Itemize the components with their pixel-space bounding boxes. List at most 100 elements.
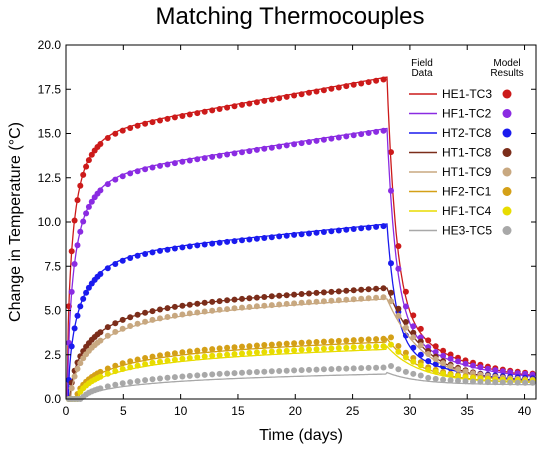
data-point [231, 150, 238, 157]
data-point [149, 249, 156, 256]
data-point [80, 171, 87, 178]
data-point [373, 343, 380, 350]
data-point [68, 288, 75, 295]
data-point [462, 378, 469, 385]
data-point [306, 139, 312, 145]
data-point [410, 344, 417, 351]
data-point [134, 311, 141, 318]
y-tick-label: 15.0 [38, 127, 62, 141]
data-point [97, 329, 104, 336]
data-point [395, 312, 402, 319]
data-point [127, 314, 134, 321]
data-point [142, 355, 149, 361]
data-point [410, 334, 417, 341]
x-axis-label: Time (days) [259, 427, 343, 444]
data-point [201, 299, 208, 306]
data-point [343, 287, 350, 294]
data-point [77, 360, 84, 367]
data-point [306, 299, 312, 306]
data-point [68, 343, 75, 350]
data-point [291, 300, 298, 307]
data-point [112, 381, 119, 388]
data-point [499, 368, 506, 375]
data-point [358, 336, 365, 343]
data-point [410, 323, 417, 330]
data-point [246, 148, 253, 155]
data-point [276, 341, 283, 348]
data-point [291, 347, 298, 354]
data-point [395, 348, 402, 355]
data-point [306, 230, 312, 237]
data-point [142, 377, 149, 384]
data-point [157, 358, 163, 365]
data-point [104, 181, 111, 188]
data-point [157, 315, 163, 322]
data-point [410, 312, 417, 319]
data-point [186, 111, 193, 118]
data-point [440, 347, 447, 354]
data-point [306, 89, 312, 96]
data-point [171, 303, 178, 310]
data-point [447, 377, 454, 384]
data-point [276, 95, 283, 102]
data-point [276, 233, 283, 240]
data-point [440, 376, 447, 383]
legend-header-model: Results [490, 68, 523, 79]
legend-header-field: Field [411, 58, 433, 69]
data-point [328, 135, 335, 142]
data-point [365, 295, 372, 302]
data-point [276, 348, 283, 355]
data-point [194, 309, 201, 316]
data-point [71, 261, 78, 267]
data-point [104, 332, 111, 339]
data-point [313, 137, 320, 144]
data-point [328, 338, 335, 345]
data-point [268, 341, 275, 348]
data-point [283, 367, 290, 374]
data-point [283, 93, 290, 100]
data-point [112, 176, 119, 183]
y-axis: 0.0 2.5 5.0 7.5 10.0 12.5 15.0 17.5 20.0 [38, 38, 536, 406]
data-point [157, 306, 163, 313]
data-point [253, 235, 260, 242]
data-point [358, 295, 365, 302]
data-point [77, 182, 84, 189]
data-point [239, 295, 245, 302]
data-point [164, 374, 171, 381]
data-point [194, 242, 201, 249]
data-point [224, 297, 231, 304]
data-point [276, 143, 283, 150]
data-point [194, 354, 201, 361]
legend-header-field: Data [411, 68, 433, 79]
data-point [388, 260, 394, 267]
data-point [216, 239, 223, 246]
data-point [261, 145, 268, 152]
data-point [201, 155, 208, 162]
data-point [365, 343, 372, 350]
data-point [127, 170, 134, 177]
data-point [77, 303, 84, 310]
data-point [365, 224, 372, 231]
data-point [410, 370, 417, 377]
data-point [201, 108, 208, 115]
x-tick-label: 20 [289, 404, 303, 418]
data-point [142, 361, 149, 368]
data-point [335, 288, 342, 295]
data-point [462, 360, 469, 367]
data-point [119, 257, 126, 264]
data-point [209, 240, 216, 247]
legend-label: HE3-TC5 [442, 224, 492, 238]
data-point [283, 340, 290, 347]
data-point [201, 308, 208, 315]
data-point [246, 295, 253, 302]
x-tick-label: 40 [518, 404, 532, 418]
data-point [97, 368, 104, 375]
data-point [134, 356, 141, 363]
data-point [417, 351, 424, 358]
data-point [298, 91, 305, 98]
data-point [201, 353, 208, 360]
data-point [283, 347, 290, 354]
data-point [239, 343, 245, 350]
legend-label: HF1-TC4 [442, 204, 492, 218]
data-point [186, 243, 193, 250]
